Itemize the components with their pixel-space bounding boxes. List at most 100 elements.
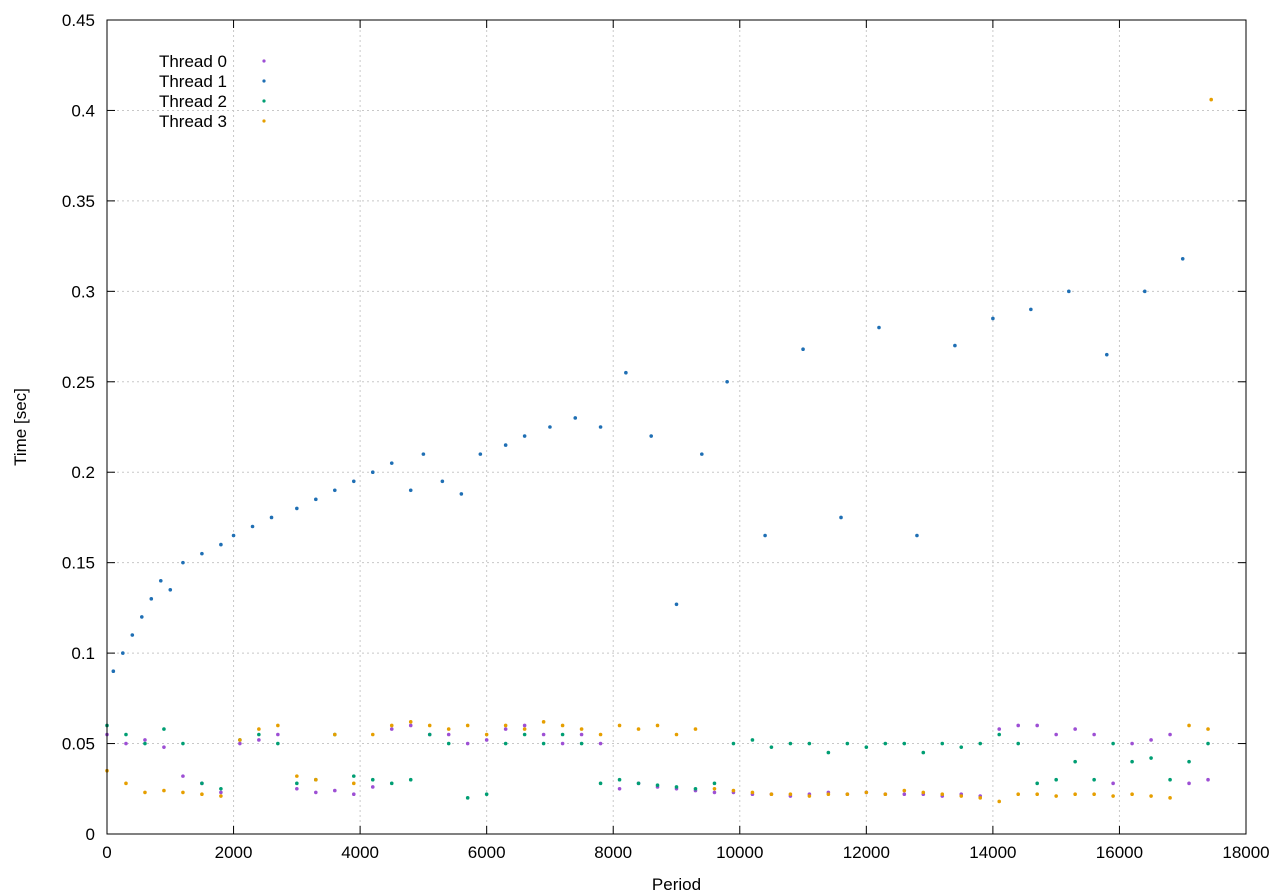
data-point bbox=[763, 533, 767, 538]
data-point bbox=[864, 745, 869, 749]
data-point bbox=[788, 741, 793, 746]
data-point bbox=[200, 781, 204, 786]
legend-marker bbox=[262, 79, 266, 83]
data-point bbox=[250, 524, 255, 529]
data-point bbox=[541, 741, 546, 746]
data-point bbox=[124, 732, 128, 737]
data-point bbox=[219, 794, 223, 798]
data-point bbox=[617, 777, 622, 782]
data-point bbox=[674, 785, 679, 789]
data-point bbox=[1092, 792, 1096, 797]
data-point bbox=[1168, 796, 1172, 800]
data-point bbox=[1016, 723, 1020, 728]
data-point bbox=[276, 723, 280, 728]
data-point bbox=[503, 723, 508, 728]
data-point bbox=[130, 633, 135, 637]
data-point bbox=[181, 774, 185, 778]
data-point bbox=[1168, 732, 1172, 737]
data-point bbox=[503, 727, 508, 731]
data-point bbox=[238, 741, 242, 746]
data-point bbox=[121, 651, 125, 655]
data-point bbox=[459, 492, 464, 496]
data-point bbox=[883, 741, 888, 746]
data-point bbox=[921, 790, 926, 795]
data-point bbox=[1130, 792, 1134, 797]
data-point bbox=[826, 792, 831, 797]
data-point bbox=[978, 796, 983, 800]
data-point bbox=[921, 750, 926, 755]
data-point bbox=[1016, 741, 1020, 746]
data-point bbox=[314, 497, 318, 502]
x-tick-labels: 0 2000 4000 6000 8000 10000 12000 14000 16000 180… bbox=[102, 843, 1269, 862]
data-point bbox=[219, 542, 223, 547]
data-point bbox=[997, 799, 1002, 804]
data-point bbox=[1130, 741, 1134, 746]
x-tick-label: 12000 bbox=[843, 843, 890, 862]
data-point bbox=[257, 727, 261, 731]
data-point bbox=[655, 723, 660, 728]
data-point bbox=[408, 720, 413, 724]
data-point bbox=[1054, 777, 1058, 782]
data-point bbox=[807, 794, 812, 798]
data-point bbox=[1073, 727, 1077, 731]
data-point bbox=[440, 479, 445, 484]
y-tick-label: 0.2 bbox=[71, 463, 95, 482]
data-point bbox=[769, 792, 774, 797]
data-point bbox=[389, 727, 394, 731]
data-point bbox=[902, 741, 907, 746]
data-point bbox=[1142, 289, 1147, 294]
data-point bbox=[162, 745, 166, 749]
x-tick-label: 10000 bbox=[716, 843, 763, 862]
data-point bbox=[883, 792, 888, 797]
data-point bbox=[484, 792, 489, 797]
data-point bbox=[351, 781, 356, 786]
data-point bbox=[1180, 256, 1185, 261]
data-point bbox=[712, 781, 717, 786]
legend-label: Thread 2 bbox=[159, 92, 227, 111]
data-point bbox=[940, 741, 945, 746]
data-point bbox=[953, 343, 957, 348]
data-point bbox=[389, 461, 394, 465]
data-point bbox=[902, 788, 907, 793]
data-point bbox=[370, 777, 375, 782]
data-point bbox=[769, 745, 774, 749]
data-point bbox=[295, 774, 299, 778]
x-tick-label: 4000 bbox=[341, 843, 379, 862]
data-point bbox=[181, 741, 185, 746]
data-point bbox=[446, 727, 451, 731]
data-point bbox=[845, 741, 850, 746]
data-point bbox=[333, 488, 337, 493]
data-point bbox=[522, 434, 527, 438]
data-point bbox=[636, 781, 641, 786]
data-point bbox=[158, 578, 163, 583]
data-point bbox=[370, 470, 375, 475]
data-point bbox=[1206, 741, 1210, 746]
data-point bbox=[140, 615, 144, 619]
data-point bbox=[257, 738, 261, 742]
data-point bbox=[617, 723, 622, 728]
data-point bbox=[1209, 97, 1213, 102]
data-point bbox=[788, 792, 793, 797]
data-point bbox=[149, 597, 154, 601]
data-point bbox=[1054, 794, 1058, 798]
data-point bbox=[826, 750, 831, 755]
x-axis-label: Period bbox=[652, 875, 701, 894]
data-point bbox=[314, 790, 318, 795]
data-point bbox=[1035, 792, 1039, 797]
x-tick-label: 2000 bbox=[215, 843, 253, 862]
data-point bbox=[200, 551, 204, 556]
series-1 bbox=[111, 256, 1185, 673]
legend-label: Thread 1 bbox=[159, 72, 227, 91]
data-point bbox=[295, 786, 299, 791]
data-point bbox=[598, 425, 603, 429]
data-point bbox=[389, 781, 394, 786]
data-point bbox=[915, 533, 919, 538]
data-point bbox=[731, 788, 736, 793]
data-point bbox=[598, 781, 603, 786]
data-point bbox=[598, 732, 603, 737]
legend-marker bbox=[262, 59, 266, 63]
data-point bbox=[143, 790, 147, 795]
data-point bbox=[124, 741, 128, 746]
data-point bbox=[693, 786, 698, 791]
data-point bbox=[712, 786, 717, 791]
